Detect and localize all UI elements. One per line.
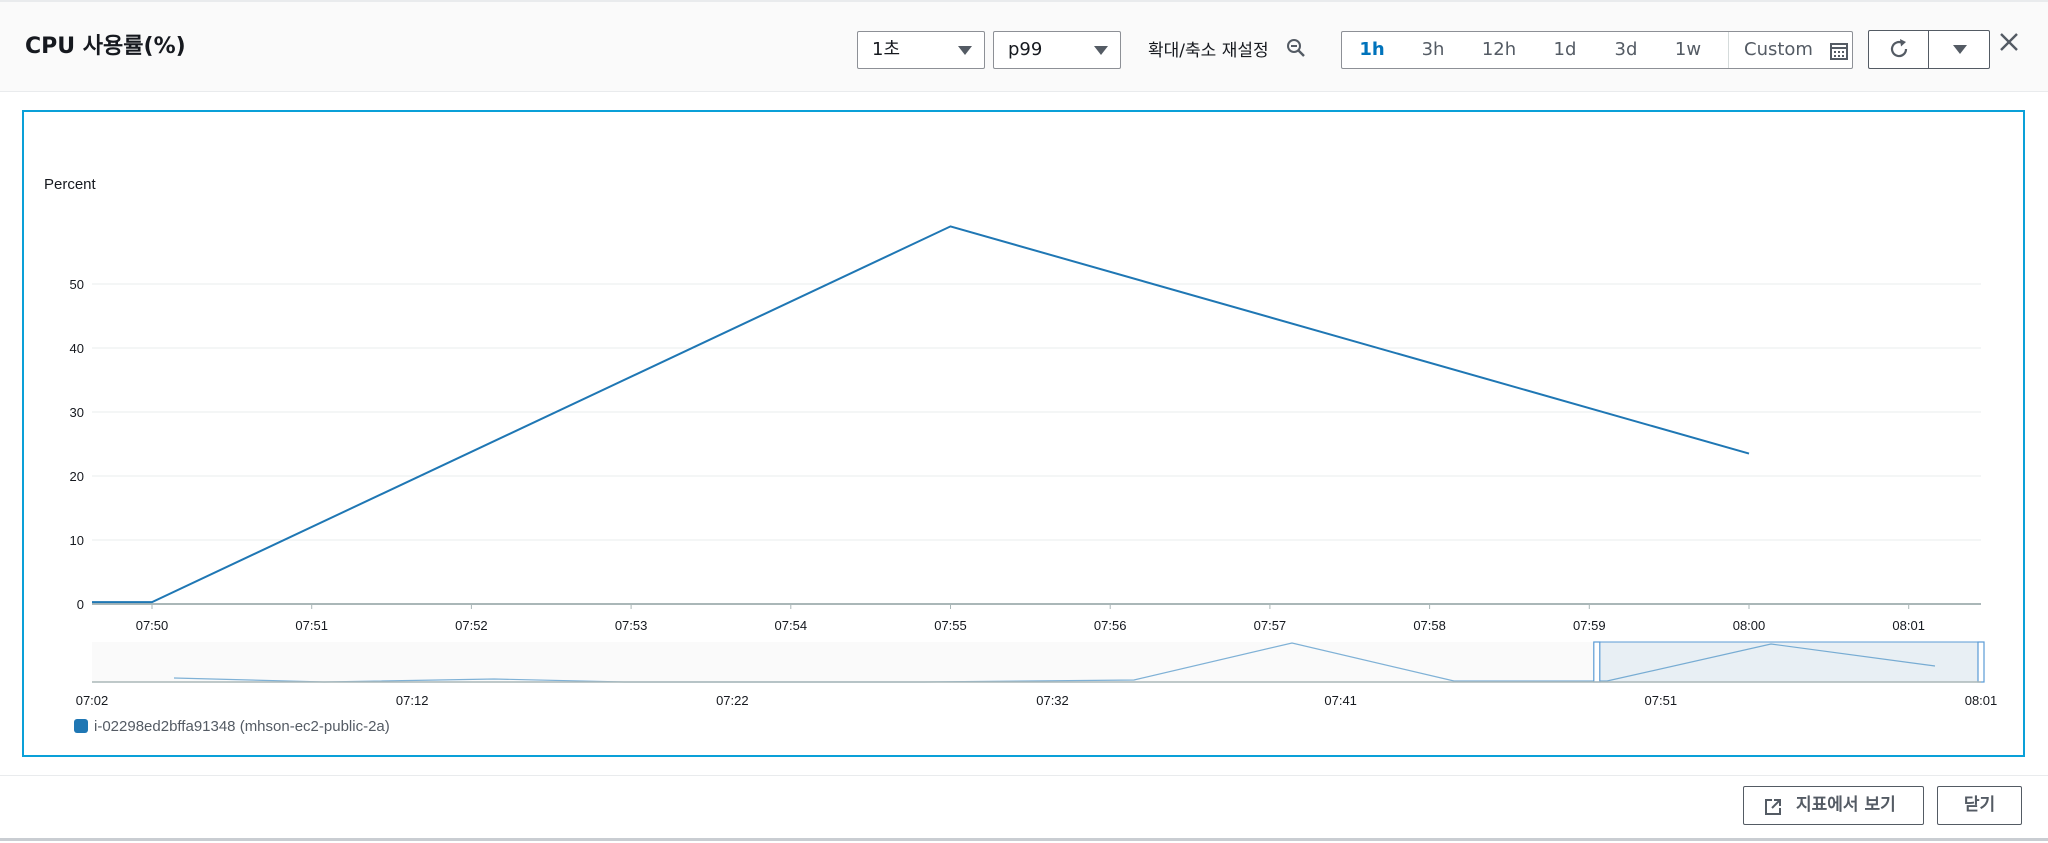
- footer-divider: [0, 775, 2048, 776]
- y-tick-label: 40: [70, 341, 84, 356]
- refresh-icon: [1890, 39, 1908, 58]
- zoom-out-icon: [1287, 39, 1305, 57]
- bottom-border: [0, 838, 2048, 841]
- x-tick-label: 07:59: [1573, 618, 1606, 633]
- overview-selection: [1596, 641, 1982, 683]
- x-tick-label: 08:01: [1892, 618, 1925, 633]
- overview-tick-label: 07:02: [76, 693, 109, 708]
- y-tick-label: 10: [70, 533, 84, 548]
- statistic-select-value: p99: [1008, 39, 1043, 60]
- x-tick-label: 07:58: [1413, 618, 1446, 633]
- view-in-metrics-label: 지표에서 보기: [1796, 795, 1896, 815]
- line-chart[interactable]: Percent 0 10 20 30 40 50 07:50 07:51 07:52 07:53 07…: [24, 112, 2023, 755]
- range-option-12h[interactable]: 12h: [1481, 39, 1517, 60]
- close-icon[interactable]: [1997, 30, 2021, 54]
- series-line: [92, 225, 1750, 604]
- overview-background: [92, 642, 1981, 682]
- overview-tick-label: 07:32: [1036, 693, 1069, 708]
- range-option-3d[interactable]: 3d: [1614, 39, 1638, 60]
- overview-tick-label: 07:41: [1324, 693, 1357, 708]
- custom-range-label: Custom: [1744, 39, 1813, 60]
- overview-tick-label: 07:12: [396, 693, 429, 708]
- legend-label: i-02298ed2bffa91348 (mhson-ec2-public-2a…: [94, 718, 390, 735]
- statistic-select[interactable]: p99: [993, 31, 1121, 69]
- y-axis-label: Percent: [44, 176, 97, 193]
- x-tick-label: 08:00: [1733, 618, 1766, 633]
- y-tick-label: 0: [77, 597, 84, 612]
- legend-swatch: [74, 719, 88, 733]
- x-tick-label: 07:52: [455, 618, 488, 633]
- range-option-1w[interactable]: 1w: [1674, 39, 1702, 60]
- x-tick-label: 07:57: [1254, 618, 1287, 633]
- overview-series-line: [173, 642, 1936, 683]
- reset-zoom-button[interactable]: 확대/축소 재설정: [1148, 36, 1305, 61]
- x-tick-label: 07:55: [934, 618, 967, 633]
- period-select[interactable]: 1초: [857, 31, 985, 69]
- refresh-options-button[interactable]: [1928, 30, 1990, 69]
- x-tick-label: 07:51: [295, 618, 328, 633]
- caret-down-icon: [1094, 46, 1108, 55]
- overview-tick-label: 07:51: [1645, 693, 1678, 708]
- range-separator: [1728, 32, 1729, 68]
- range-option-3h[interactable]: 3h: [1421, 39, 1445, 60]
- close-button[interactable]: 닫기: [1937, 786, 2022, 825]
- range-option-1h[interactable]: 1h: [1359, 39, 1385, 60]
- reset-zoom-label: 확대/축소 재설정: [1148, 41, 1269, 61]
- calendar-icon: [1830, 43, 1848, 60]
- overview-tick-label: 07:22: [716, 693, 749, 708]
- external-link-icon: [1765, 799, 1781, 815]
- x-tick-label: 07:50: [136, 618, 169, 633]
- period-select-value: 1초: [872, 39, 901, 60]
- y-tick-label: 30: [70, 405, 84, 420]
- modal-header: CPU 사용률(%) 1초 p99 확대/축소 재설정 1h 3h 12h 1d…: [0, 0, 2048, 92]
- y-tick-label: 20: [70, 469, 84, 484]
- caret-down-icon: [958, 46, 972, 55]
- overview-handle-left: [1593, 641, 1601, 683]
- y-tick-label: 50: [70, 277, 84, 292]
- refresh-button[interactable]: [1868, 30, 1929, 69]
- x-tick-label: 07:53: [615, 618, 648, 633]
- chart-panel: Percent 0 10 20 30 40 50 07:50 07:51 07:52 07:53 07…: [22, 110, 2025, 757]
- overview-handle-right: [1977, 641, 1985, 683]
- caret-down-icon: [1953, 45, 1967, 54]
- custom-range-button[interactable]: Custom: [1744, 32, 1848, 68]
- view-in-metrics-button[interactable]: 지표에서 보기: [1743, 786, 1924, 825]
- overview-tick-label: 08:01: [1965, 693, 1998, 708]
- x-tick-label: 07:56: [1094, 618, 1127, 633]
- range-option-1d[interactable]: 1d: [1553, 39, 1577, 60]
- x-tick-label: 07:54: [775, 618, 808, 633]
- time-range-selector: 1h 3h 12h 1d 3d 1w Custom: [1341, 31, 1853, 69]
- widget-title: CPU 사용률(%): [25, 34, 186, 59]
